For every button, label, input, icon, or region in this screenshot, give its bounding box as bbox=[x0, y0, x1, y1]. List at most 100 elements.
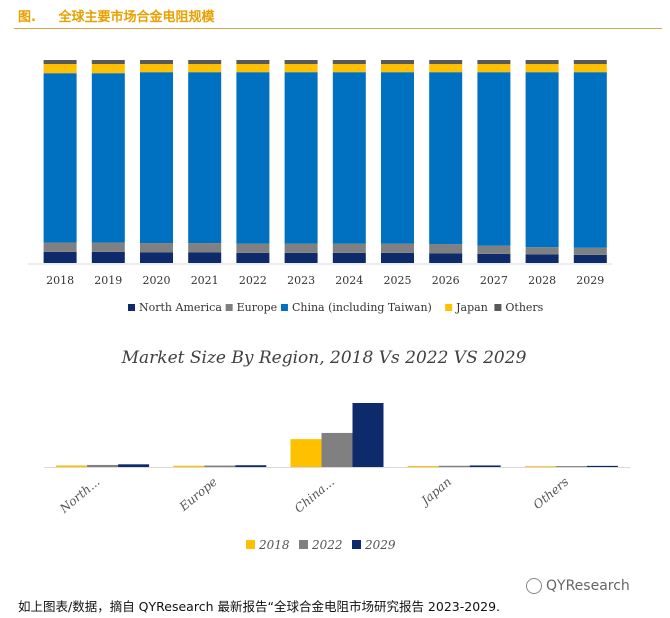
figure-title: 全球主要市场合金电阻规模 bbox=[58, 10, 215, 25]
bar-2022-4 bbox=[555, 466, 587, 467]
bar-2018-2 bbox=[290, 439, 322, 467]
bar-segment-2018-1 bbox=[43, 242, 77, 252]
legend-swatch bbox=[352, 540, 361, 549]
bar-segment-2027-3 bbox=[477, 64, 511, 73]
bar-segment-2027-4 bbox=[477, 60, 511, 65]
legend-label: Japan bbox=[455, 301, 488, 314]
bar-segment-2026-4 bbox=[429, 60, 463, 65]
watermark: QYResearch bbox=[526, 578, 630, 594]
x-tick-label: 2028 bbox=[528, 274, 556, 287]
bar-segment-2023-0 bbox=[284, 252, 318, 263]
bar-segment-2019-4 bbox=[91, 60, 125, 65]
bar-2022-0 bbox=[87, 464, 119, 467]
bar-segment-2021-3 bbox=[188, 64, 222, 73]
x-tick-label: 2022 bbox=[239, 274, 267, 287]
legend-label: 2022 bbox=[311, 538, 343, 552]
x-tick-label: 2029 bbox=[576, 274, 604, 287]
legend-label: 2018 bbox=[258, 538, 290, 552]
source-footnote: 如上图表/数据，摘自 QYResearch 最新报告“全球合金电阻市场研究报告 … bbox=[18, 599, 501, 614]
category-label: China... bbox=[292, 475, 337, 516]
bar-segment-2020-0 bbox=[140, 252, 173, 263]
bar-segment-2020-4 bbox=[140, 60, 173, 65]
wechat-icon bbox=[526, 578, 542, 594]
bar-2018-4 bbox=[524, 466, 556, 467]
bar-segment-2025-1 bbox=[381, 243, 414, 253]
x-tick-label: 2019 bbox=[94, 274, 122, 287]
x-tick-label: 2025 bbox=[384, 274, 412, 287]
bar-segment-2025-3 bbox=[381, 64, 414, 73]
bar-segment-2029-1 bbox=[573, 247, 607, 255]
bar-segment-2028-1 bbox=[525, 247, 559, 255]
bar-2029-4 bbox=[586, 465, 618, 467]
watermark-text: QYResearch bbox=[546, 578, 630, 594]
chart-title: Market Size By Region, 2018 Vs 2022 VS 2… bbox=[121, 348, 527, 368]
bar-segment-2026-3 bbox=[429, 64, 463, 73]
bar-segment-2025-2 bbox=[381, 72, 414, 244]
bar-segment-2029-2 bbox=[573, 72, 607, 248]
bar-2029-2 bbox=[352, 403, 384, 467]
bar-segment-2026-0 bbox=[429, 253, 463, 263]
bar-segment-2019-3 bbox=[91, 64, 125, 74]
bar-segment-2025-4 bbox=[381, 60, 414, 65]
bar-2029-3 bbox=[469, 465, 501, 467]
bar-segment-2022-0 bbox=[236, 252, 270, 263]
bar-segment-2019-2 bbox=[91, 73, 125, 243]
bar-segment-2020-2 bbox=[140, 72, 173, 244]
bar-segment-2024-4 bbox=[332, 60, 366, 65]
bar-segment-2027-2 bbox=[477, 72, 511, 246]
bar-segment-2023-1 bbox=[284, 243, 318, 253]
legend-swatch bbox=[225, 304, 233, 311]
bar-segment-2023-3 bbox=[284, 64, 318, 73]
bar-segment-2021-2 bbox=[188, 72, 222, 244]
bar-segment-2020-3 bbox=[140, 64, 173, 73]
bar-segment-2029-3 bbox=[573, 64, 607, 73]
x-tick-label: 2027 bbox=[480, 274, 508, 287]
bar-2022-1 bbox=[204, 465, 236, 467]
bar-segment-2022-2 bbox=[236, 72, 270, 244]
bar-segment-2026-1 bbox=[429, 244, 463, 254]
bar-segment-2028-2 bbox=[525, 72, 559, 248]
legend-label: North America bbox=[139, 301, 222, 314]
bar-segment-2023-2 bbox=[284, 72, 318, 244]
legend-swatch bbox=[494, 304, 502, 311]
bar-2018-1 bbox=[173, 465, 205, 467]
bar-segment-2028-3 bbox=[525, 64, 559, 73]
category-label: Europe bbox=[176, 475, 220, 515]
legend-swatch bbox=[445, 304, 453, 311]
bar-2018-0 bbox=[56, 465, 88, 467]
bar-segment-2029-4 bbox=[573, 60, 607, 65]
header-divider bbox=[14, 28, 662, 29]
category-label: Japan bbox=[416, 475, 454, 510]
figure-label: 图. bbox=[18, 10, 36, 25]
bar-segment-2027-1 bbox=[477, 245, 511, 254]
bar-segment-2025-0 bbox=[381, 252, 414, 263]
bar-segment-2021-1 bbox=[188, 243, 222, 253]
bar-segment-2020-1 bbox=[140, 243, 173, 253]
stacked-bar-chart: 2018 2019 2020 2021 2022 2023 2024 2025 2026 2027… bbox=[28, 60, 612, 314]
x-tick-label: 2024 bbox=[335, 274, 363, 287]
legend-label: Europe bbox=[237, 301, 278, 314]
legend-swatch bbox=[128, 304, 135, 311]
legend-swatch bbox=[280, 304, 288, 311]
bar-segment-2024-1 bbox=[332, 243, 366, 253]
legend-label: Others bbox=[505, 301, 543, 314]
bar-2022-3 bbox=[438, 465, 470, 467]
bar-segment-2021-4 bbox=[188, 60, 222, 65]
legend-label: China (including Taiwan) bbox=[292, 301, 432, 314]
bar-segment-2018-3 bbox=[43, 64, 77, 74]
bar-segment-2021-0 bbox=[188, 252, 222, 263]
category-label: North... bbox=[56, 475, 102, 517]
bar-segment-2022-1 bbox=[236, 243, 270, 253]
bar-segment-2019-0 bbox=[91, 251, 125, 263]
bar-2029-1 bbox=[235, 465, 267, 467]
bar-segment-2022-4 bbox=[236, 60, 270, 65]
legend-swatch bbox=[246, 540, 255, 549]
x-tick-label: 2021 bbox=[191, 274, 219, 287]
bar-segment-2026-2 bbox=[429, 72, 463, 245]
bar-segment-2024-2 bbox=[332, 72, 366, 244]
bar-segment-2018-4 bbox=[43, 60, 77, 65]
bar-segment-2022-3 bbox=[236, 64, 270, 73]
bar-segment-2023-4 bbox=[284, 60, 318, 65]
figure-header: 图. 全球主要市场合金电阻规模 bbox=[18, 6, 215, 25]
bar-segment-2018-0 bbox=[43, 251, 77, 263]
